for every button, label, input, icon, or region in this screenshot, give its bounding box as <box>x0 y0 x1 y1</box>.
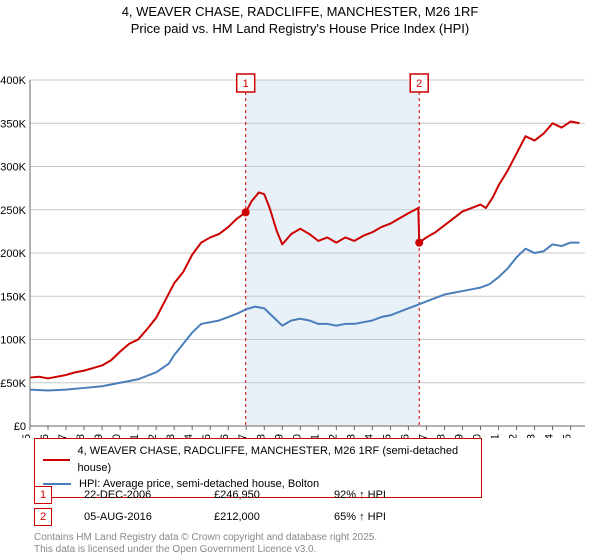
footer-line: Contains HM Land Registry data © Crown c… <box>34 532 377 544</box>
svg-text:£150K: £150K <box>0 291 27 303</box>
svg-text:2021: 2021 <box>490 434 502 438</box>
footer: Contains HM Land Registry data © Crown c… <box>34 532 377 556</box>
svg-text:2025: 2025 <box>562 434 574 438</box>
svg-text:£50K: £50K <box>0 378 26 390</box>
svg-text:£350K: £350K <box>0 118 27 130</box>
sale-marker-badge: 1 <box>34 486 52 504</box>
sale-marker-badge: 2 <box>34 508 52 526</box>
svg-text:2022: 2022 <box>508 434 520 438</box>
title-line-2: Price paid vs. HM Land Registry's House … <box>0 21 600 38</box>
price-chart: £0 £50K £100K £150K £200K £250K £300K £350K £400… <box>0 38 600 438</box>
footer-line: This data is licensed under the Open Gov… <box>34 544 377 556</box>
svg-text:2024: 2024 <box>544 434 556 438</box>
sales-row: 1 22-DEC-2006 £246,950 92% ↑ HPI <box>34 484 454 506</box>
svg-text:£400K: £400K <box>0 75 27 87</box>
svg-text:2: 2 <box>416 78 422 90</box>
sale-date: 05-AUG-2016 <box>84 511 214 523</box>
sale-price: £246,950 <box>214 489 334 501</box>
svg-text:£300K: £300K <box>0 161 27 173</box>
sale-price: £212,000 <box>214 511 334 523</box>
chart-title: 4, WEAVER CHASE, RADCLIFFE, MANCHESTER, … <box>0 0 600 38</box>
sales-row: 2 05-AUG-2016 £212,000 65% ↑ HPI <box>34 506 454 528</box>
sale-hpi: 65% ↑ HPI <box>334 511 454 523</box>
svg-text:1: 1 <box>243 78 249 90</box>
svg-text:£100K: £100K <box>0 334 27 346</box>
svg-text:1995: 1995 <box>21 434 33 438</box>
legend-item: 4, WEAVER CHASE, RADCLIFFE, MANCHESTER, … <box>43 443 473 476</box>
svg-text:£0: £0 <box>14 421 26 433</box>
legend-label: 4, WEAVER CHASE, RADCLIFFE, MANCHESTER, … <box>78 443 473 476</box>
title-line-1: 4, WEAVER CHASE, RADCLIFFE, MANCHESTER, … <box>0 4 600 21</box>
sale-date: 22-DEC-2006 <box>84 489 214 501</box>
svg-text:2023: 2023 <box>526 434 538 438</box>
sales-table: 1 22-DEC-2006 £246,950 92% ↑ HPI 2 05-AU… <box>34 484 454 528</box>
svg-text:£250K: £250K <box>0 205 27 217</box>
sale-hpi: 92% ↑ HPI <box>334 489 454 501</box>
legend-swatch <box>43 459 70 461</box>
svg-text:£200K: £200K <box>0 248 27 260</box>
